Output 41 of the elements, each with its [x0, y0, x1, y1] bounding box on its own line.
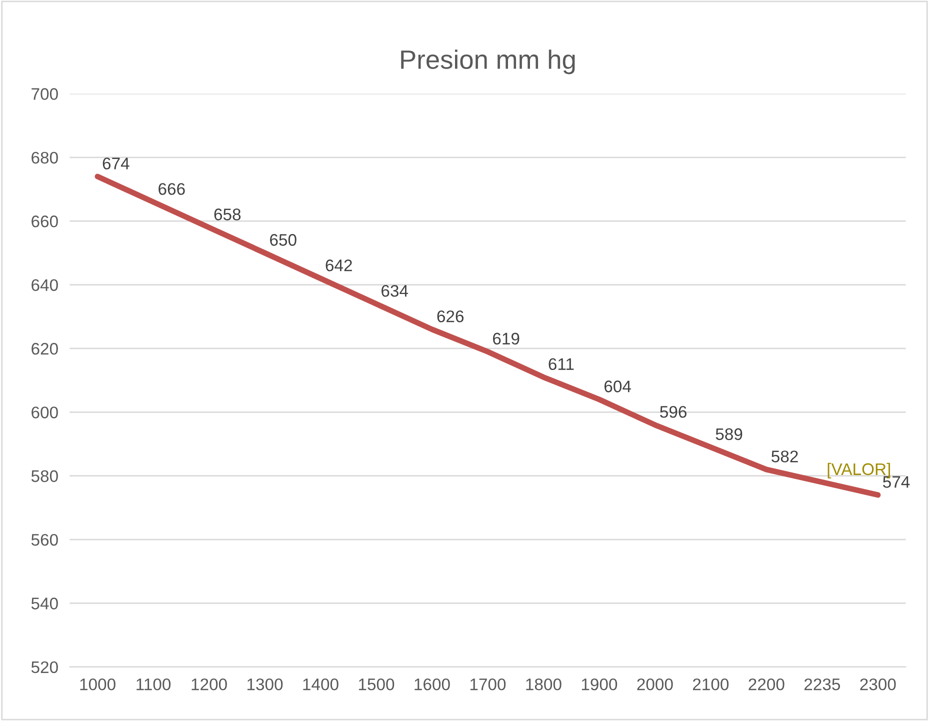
x-tick-label: 2000: [637, 678, 673, 690]
annotation: [VALOR]: [828, 462, 890, 478]
y-tick-label: 680: [32, 152, 58, 164]
x-tick-label: 1100: [136, 678, 171, 690]
data-label: 666: [158, 183, 185, 195]
x-tick-label: 1300: [248, 678, 283, 690]
data-label: 674: [102, 158, 130, 170]
y-tick-label: 600: [32, 406, 58, 418]
y-tick-label: 580: [31, 470, 58, 482]
y-tick-label: 640: [32, 279, 58, 291]
data-label: 650: [270, 234, 296, 246]
x-tick-label: 1000: [80, 678, 116, 690]
y-tick-label: 620: [32, 342, 58, 355]
x-tick-label: 1700: [470, 678, 506, 690]
y-tick-label: 560: [31, 534, 58, 546]
data-label: 634: [382, 284, 408, 297]
x-tick-label: 1200: [192, 678, 227, 690]
y-tick-label: 540: [31, 598, 58, 610]
data-label: 642: [326, 260, 352, 272]
x-tick-label: 1800: [526, 678, 562, 690]
y-tick-label: 520: [31, 661, 58, 674]
data-label: 574: [883, 476, 910, 488]
data-label: 604: [604, 380, 631, 392]
y-tick-label: 660: [32, 216, 58, 228]
x-tick-label: 1900: [582, 678, 618, 690]
x-tick-label: 2300: [860, 678, 896, 690]
data-label: 596: [660, 406, 686, 418]
y-tick-label: 700: [32, 88, 58, 100]
data-label: 619: [493, 332, 520, 345]
x-tick-label: 1400: [303, 678, 338, 690]
x-tick-label: 1600: [414, 678, 450, 690]
data-label: 611: [548, 358, 574, 370]
data-label: 582: [772, 450, 798, 462]
chart-title: Presion mm hg: [401, 50, 575, 74]
data-label: 589: [716, 428, 742, 440]
x-tick-label: 2235: [804, 678, 840, 690]
x-tick-label: 1500: [358, 678, 394, 690]
data-label: 626: [437, 310, 464, 322]
x-tick-label: 2200: [748, 678, 784, 690]
x-tick-label: 2100: [692, 678, 729, 690]
data-label: 658: [214, 208, 241, 220]
